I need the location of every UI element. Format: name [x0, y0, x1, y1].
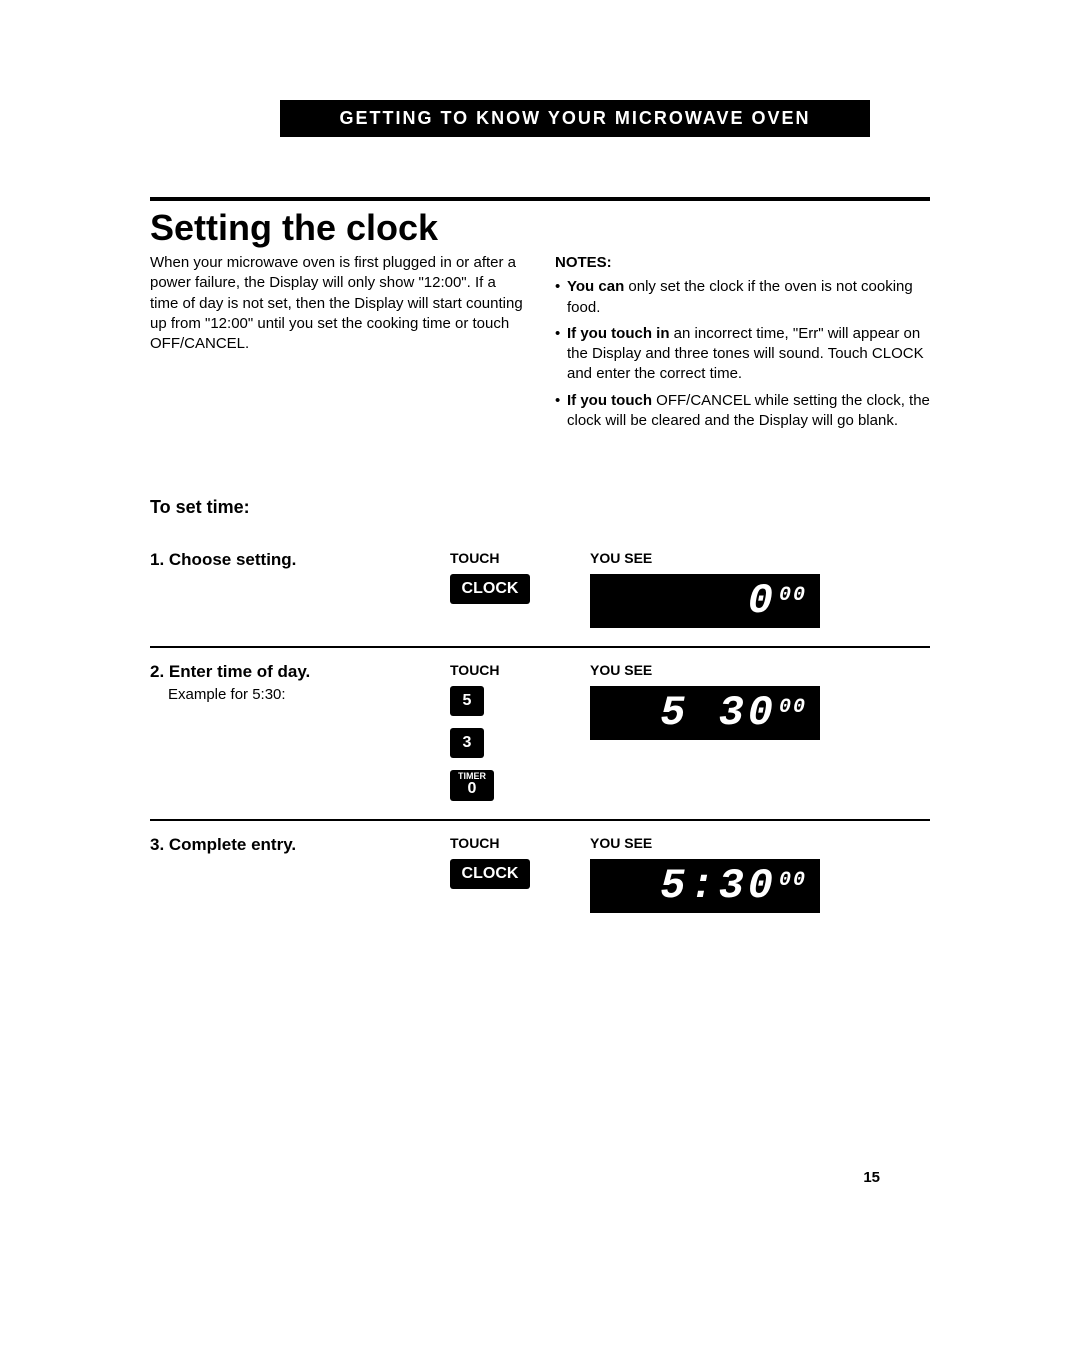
step-1: 1. Choose setting. TOUCH CLOCK YOU SEE 0…	[150, 536, 930, 646]
touch-label: TOUCH	[450, 662, 590, 678]
step-title: 2. Enter time of day.	[150, 662, 450, 682]
step-2: 2. Enter time of day. Example for 5:30: …	[150, 648, 930, 819]
note-bold: If you touch in	[567, 325, 670, 342]
notes-list: You can only set the clock if the oven i…	[555, 277, 930, 431]
lcd-sub: 00	[779, 869, 807, 892]
clock-button[interactable]: CLOCK	[450, 574, 530, 604]
step-subtitle: Example for 5:30:	[150, 686, 450, 703]
section-header-bar: GETTING TO KNOW YOUR MICROWAVE OVEN	[280, 100, 870, 137]
rule-top	[150, 197, 930, 201]
page-title: Setting the clock	[150, 207, 930, 249]
lcd-display: 5:30 00	[590, 859, 820, 913]
you-see-label: YOU SEE	[590, 550, 930, 566]
lcd-display: 5 30 00	[590, 686, 820, 740]
touch-label: TOUCH	[450, 550, 590, 566]
touch-label: TOUCH	[450, 835, 590, 851]
timer-zero: 0	[458, 781, 486, 797]
step-3: 3. Complete entry. TOUCH CLOCK YOU SEE 5…	[150, 821, 930, 931]
to-set-time-heading: To set time:	[150, 497, 930, 518]
lcd-main: 5:30	[660, 862, 777, 910]
lcd-main: 0	[748, 577, 777, 625]
step-title: 3. Complete entry.	[150, 835, 450, 855]
notes-heading: NOTES:	[555, 253, 930, 273]
lcd-sub: 00	[779, 696, 807, 719]
page-number: 15	[863, 1169, 880, 1186]
intro-text: When your microwave oven is first plugge…	[150, 253, 525, 437]
digit-3-button[interactable]: 3	[450, 728, 484, 758]
clock-button[interactable]: CLOCK	[450, 859, 530, 889]
digit-5-button[interactable]: 5	[450, 686, 484, 716]
step-title: 1. Choose setting.	[150, 550, 450, 570]
note-bold: If you touch	[567, 392, 652, 409]
lcd-sub: 00	[779, 584, 807, 607]
you-see-label: YOU SEE	[590, 835, 930, 851]
note-bold: You can	[567, 278, 624, 295]
you-see-label: YOU SEE	[590, 662, 930, 678]
lcd-main: 5 30	[660, 689, 777, 737]
lcd-display: 0 00	[590, 574, 820, 628]
timer-0-button[interactable]: TIMER 0	[450, 770, 494, 801]
